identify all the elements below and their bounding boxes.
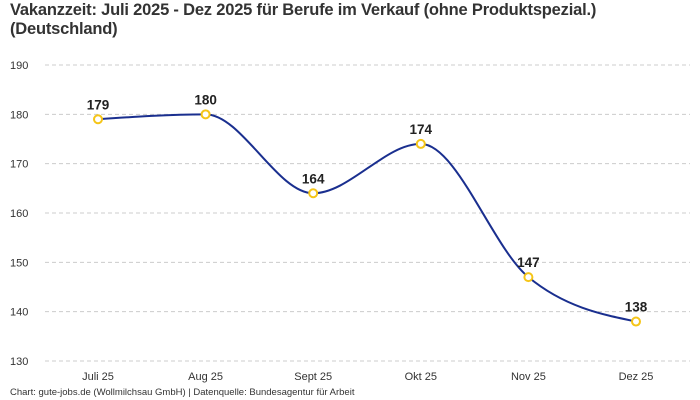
chart-title: Vakanzzeit: Juli 2025 - Dez 2025 für Ber… <box>10 1 597 38</box>
x-tick-label: Okt 25 <box>405 371 437 383</box>
data-point <box>200 109 211 120</box>
data-label: 174 <box>410 122 433 137</box>
y-tick-label: 180 <box>10 109 28 121</box>
data-point <box>523 272 534 283</box>
data-label: 147 <box>517 255 540 270</box>
series-line <box>97 113 637 323</box>
x-tick-label: Dez 25 <box>619 371 654 383</box>
y-tick-label: 190 <box>10 60 28 72</box>
x-tick-label: Juli 25 <box>82 371 114 383</box>
data-point <box>308 188 319 199</box>
y-tick-label: 160 <box>10 208 28 220</box>
y-tick-label: 170 <box>10 159 28 171</box>
chart-source: Chart: gute-jobs.de (Wollmilchsau GmbH) … <box>10 387 355 398</box>
y-tick-label: 150 <box>10 257 28 269</box>
data-point <box>93 114 103 125</box>
data-label: 164 <box>302 171 325 186</box>
data-point <box>415 138 426 149</box>
x-tick-label: Sept 25 <box>294 371 332 383</box>
data-point <box>631 316 641 327</box>
x-tick-label: Nov 25 <box>511 371 546 383</box>
data-label: 180 <box>194 92 217 107</box>
data-label: 179 <box>87 97 110 112</box>
y-tick-label: 140 <box>10 307 28 319</box>
data-label: 138 <box>625 300 648 315</box>
x-tick-label: Aug 25 <box>188 371 223 383</box>
y-tick-label: 130 <box>10 356 28 368</box>
